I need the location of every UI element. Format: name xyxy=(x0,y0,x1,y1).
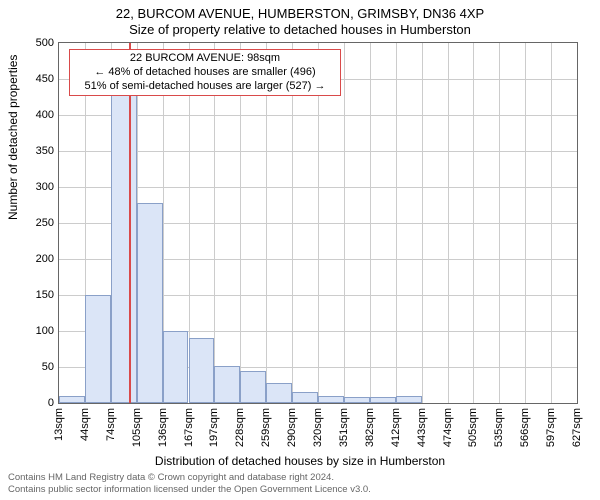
histogram-bar xyxy=(111,79,137,403)
x-tick-label: 167sqm xyxy=(183,408,195,447)
y-tick-label: 350 xyxy=(14,145,54,157)
histogram-bar xyxy=(318,396,344,403)
chart-container: 22, BURCOM AVENUE, HUMBERSTON, GRIMSBY, … xyxy=(0,0,600,500)
gridline-v xyxy=(370,43,371,403)
x-tick-label: 197sqm xyxy=(208,408,220,447)
chart-title-line1: 22, BURCOM AVENUE, HUMBERSTON, GRIMSBY, … xyxy=(0,6,600,21)
histogram-bar xyxy=(370,397,396,403)
histogram-bar xyxy=(396,396,422,403)
gridline-v xyxy=(214,43,215,403)
x-tick-label: 74sqm xyxy=(105,408,117,441)
histogram-bar xyxy=(240,371,266,403)
plot-area: 22 BURCOM AVENUE: 98sqm ← 48% of detache… xyxy=(58,42,578,404)
x-tick-label: 136sqm xyxy=(157,408,169,447)
x-tick-label: 597sqm xyxy=(545,408,557,447)
x-tick-label: 228sqm xyxy=(234,408,246,447)
histogram-bar xyxy=(85,295,111,403)
footer-line2: Contains public sector information licen… xyxy=(8,484,371,496)
x-tick-label: 44sqm xyxy=(79,408,91,441)
y-tick-label: 400 xyxy=(14,109,54,121)
x-tick-label: 290sqm xyxy=(286,408,298,447)
x-tick-label: 505sqm xyxy=(467,408,479,447)
x-tick-label: 627sqm xyxy=(571,408,583,447)
x-tick-label: 351sqm xyxy=(338,408,350,447)
y-tick-label: 50 xyxy=(14,361,54,373)
annotation-line3: 51% of semi-detached houses are larger (… xyxy=(76,80,334,94)
x-tick-label: 105sqm xyxy=(131,408,143,447)
gridline-v xyxy=(525,43,526,403)
x-tick-label: 412sqm xyxy=(390,408,402,447)
y-tick-label: 300 xyxy=(14,181,54,193)
y-tick-label: 500 xyxy=(14,37,54,49)
y-tick-label: 100 xyxy=(14,325,54,337)
x-tick-label: 566sqm xyxy=(519,408,531,447)
gridline-v xyxy=(240,43,241,403)
x-tick-label: 320sqm xyxy=(312,408,324,447)
histogram-bar xyxy=(214,366,240,403)
histogram-bar xyxy=(266,383,292,403)
y-tick-label: 150 xyxy=(14,289,54,301)
gridline-v xyxy=(396,43,397,403)
y-tick-label: 250 xyxy=(14,217,54,229)
annotation-line1: 22 BURCOM AVENUE: 98sqm xyxy=(76,52,334,66)
footer-attribution: Contains HM Land Registry data © Crown c… xyxy=(8,472,371,496)
y-tick-label: 450 xyxy=(14,73,54,85)
x-tick-label: 443sqm xyxy=(416,408,428,447)
x-axis-label: Distribution of detached houses by size … xyxy=(0,454,600,468)
gridline-v xyxy=(344,43,345,403)
histogram-bar xyxy=(163,331,189,403)
annotation-line2: ← 48% of detached houses are smaller (49… xyxy=(76,66,334,80)
histogram-bar xyxy=(59,396,85,403)
gridline-v xyxy=(422,43,423,403)
gridline-v xyxy=(473,43,474,403)
y-tick-label: 200 xyxy=(14,253,54,265)
y-tick-label: 0 xyxy=(14,397,54,409)
x-tick-label: 474sqm xyxy=(442,408,454,447)
gridline-v xyxy=(499,43,500,403)
gridline-v xyxy=(448,43,449,403)
histogram-bar xyxy=(344,397,370,403)
annotation-box: 22 BURCOM AVENUE: 98sqm ← 48% of detache… xyxy=(69,49,341,96)
gridline-v xyxy=(551,43,552,403)
histogram-bar xyxy=(292,392,318,403)
histogram-bar xyxy=(137,203,163,403)
x-tick-label: 382sqm xyxy=(364,408,376,447)
chart-title-line2: Size of property relative to detached ho… xyxy=(0,22,600,37)
x-tick-label: 13sqm xyxy=(53,408,65,441)
x-tick-label: 535sqm xyxy=(493,408,505,447)
x-tick-label: 259sqm xyxy=(260,408,272,447)
gridline-v xyxy=(318,43,319,403)
marker-line xyxy=(129,43,131,403)
histogram-bar xyxy=(189,338,215,403)
footer-line1: Contains HM Land Registry data © Crown c… xyxy=(8,472,371,484)
gridline-v xyxy=(292,43,293,403)
gridline-v xyxy=(266,43,267,403)
